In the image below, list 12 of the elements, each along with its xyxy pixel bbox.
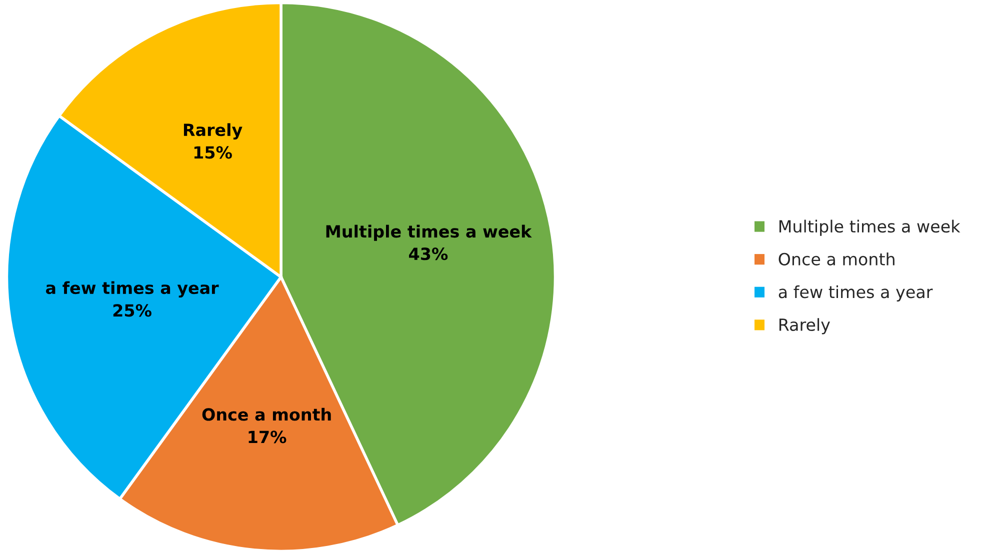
slice-label: Rarely [184, 123, 242, 140]
legend-label: Once a month [778, 252, 894, 266]
legend-label: Multiple times a week [779, 220, 960, 236]
data-label: 15% [194, 146, 232, 159]
data-label: 43% [409, 248, 448, 260]
slice-label: a few times a year [46, 281, 219, 298]
slice-label: Once a month [202, 408, 331, 421]
legend-label: a few times a year [778, 285, 933, 302]
legend-label: Rarely [779, 318, 830, 334]
data-label: 25% [113, 304, 152, 317]
slice-label: Multiple times a week [326, 224, 532, 241]
data-label: 17% [248, 430, 286, 444]
